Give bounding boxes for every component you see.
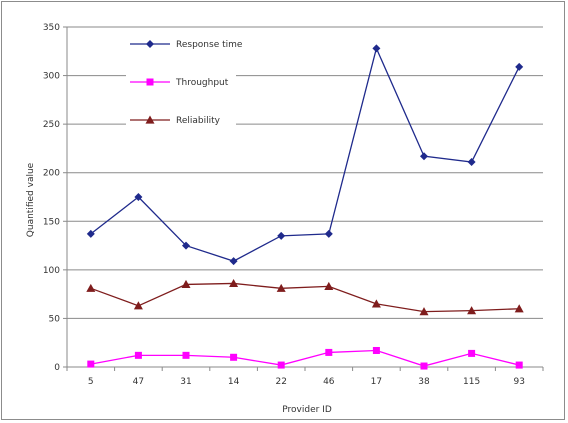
throughput-point bbox=[372, 346, 380, 354]
gridlines bbox=[67, 26, 543, 319]
legend-bg bbox=[126, 112, 236, 128]
y-tick-label: 350 bbox=[43, 23, 60, 33]
x-tick-label: 5 bbox=[88, 377, 94, 387]
x-tick-label: 14 bbox=[228, 377, 240, 387]
y-tick-label: 200 bbox=[43, 169, 60, 179]
x-tick-labels: 5 47 31 14 22 46 17 38 115 93 bbox=[88, 377, 525, 387]
x-tick-label: 38 bbox=[418, 377, 430, 387]
response-time-point bbox=[134, 193, 143, 201]
legend-marker bbox=[146, 78, 154, 86]
throughput-point bbox=[277, 361, 285, 369]
reliability-point bbox=[133, 301, 143, 310]
throughput-point bbox=[230, 353, 238, 361]
series-reliability bbox=[86, 278, 524, 316]
x-tick-label: 47 bbox=[133, 377, 144, 387]
response-time-point bbox=[324, 229, 333, 238]
x-tick-label: 31 bbox=[180, 377, 191, 387]
reliability-point bbox=[371, 299, 381, 308]
legend: Response time Throughput Reliability bbox=[126, 36, 243, 128]
response-time-point bbox=[229, 257, 238, 266]
response-time-point bbox=[420, 152, 428, 161]
reliability-point bbox=[276, 283, 286, 292]
legend-label: Throughput bbox=[175, 78, 229, 88]
legend-item-reliability: Reliability bbox=[126, 112, 236, 128]
y-tick-label: 150 bbox=[43, 217, 60, 227]
series-group bbox=[86, 44, 524, 370]
throughput-point bbox=[325, 348, 333, 356]
throughput-point bbox=[134, 351, 142, 359]
response-time-point bbox=[182, 241, 190, 250]
response-time-point bbox=[467, 158, 476, 167]
response-time-line bbox=[90, 46, 520, 262]
response-time-point bbox=[277, 231, 286, 240]
legend-item-response-time: Response time bbox=[126, 36, 243, 52]
response-time-point bbox=[515, 62, 524, 71]
series-response-time bbox=[86, 44, 524, 266]
y-tick-labels: 0 50 100 150 200 250 300 350 bbox=[43, 23, 60, 373]
reliability-line bbox=[90, 282, 520, 313]
reliability-point bbox=[324, 281, 334, 290]
legend-label: Response time bbox=[176, 40, 243, 50]
x-tick-label: 115 bbox=[463, 377, 480, 387]
y-axis-title: Quantified value bbox=[26, 162, 36, 237]
x-tick-label: 46 bbox=[323, 377, 335, 387]
throughput-point bbox=[420, 362, 428, 370]
throughput-line bbox=[90, 349, 520, 367]
response-time-point bbox=[86, 229, 95, 238]
reliability-point bbox=[86, 283, 96, 292]
reliability-point bbox=[229, 278, 239, 288]
legend-marker bbox=[146, 40, 154, 48]
legend-item-throughput: Throughput bbox=[126, 74, 236, 90]
throughput-point bbox=[468, 349, 476, 357]
legend-bg bbox=[126, 36, 236, 52]
x-tick-label: 22 bbox=[275, 377, 286, 387]
x-tick-label: 17 bbox=[371, 377, 382, 387]
y-tick-label: 100 bbox=[43, 266, 60, 276]
reliability-point bbox=[181, 279, 191, 289]
throughput-point bbox=[515, 361, 523, 369]
reliability-point bbox=[467, 306, 477, 315]
y-tick-label: 250 bbox=[43, 120, 60, 130]
throughput-point bbox=[87, 360, 95, 368]
axes bbox=[63, 26, 544, 371]
legend-bg bbox=[126, 74, 236, 90]
reliability-point bbox=[419, 307, 429, 316]
throughput-point bbox=[182, 351, 190, 359]
y-tick-label: 300 bbox=[43, 72, 60, 82]
response-time-point bbox=[372, 44, 381, 53]
y-tick-label: 0 bbox=[54, 363, 60, 373]
legend-marker bbox=[145, 115, 155, 124]
y-tick-label: 50 bbox=[49, 314, 61, 324]
x-axis-title: Provider ID bbox=[282, 405, 332, 415]
series-throughput bbox=[87, 346, 523, 370]
x-tick-label: 93 bbox=[513, 377, 524, 387]
reliability-point bbox=[514, 304, 524, 313]
legend-label: Reliability bbox=[176, 116, 221, 126]
